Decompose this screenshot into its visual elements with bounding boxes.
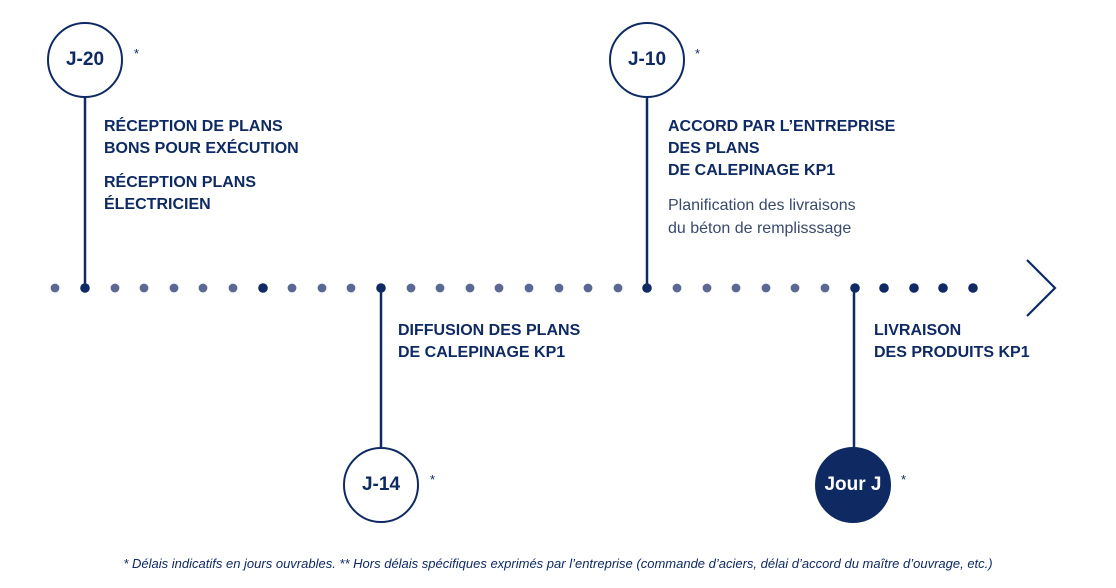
milestone-description-j10: Planification des livraisons du béton de… <box>668 197 856 237</box>
asterisk-j10: * <box>695 46 701 61</box>
milestone-badge-j10: J-10 <box>609 22 685 98</box>
milestone-title-j14: DIFFUSION DES PLANS DE CALEPINAGE KP1 <box>398 322 581 361</box>
timeline-dot <box>494 283 504 293</box>
milestone-title-j20-1: RÉCEPTION DE PLANS BONS POUR EXÉCUTION <box>104 118 299 157</box>
timeline-dot <box>761 283 771 293</box>
timeline-dot <box>376 283 386 293</box>
timeline-dot <box>346 283 356 293</box>
milestone-badge-j20: J-20 <box>47 22 123 98</box>
timeline-dot <box>287 283 297 293</box>
timeline-dot <box>258 283 268 293</box>
timeline-dot <box>406 283 416 293</box>
timeline-dot <box>110 283 120 293</box>
milestone-title-j10: ACCORD PAR L’ENTREPRISE DES PLANS DE CAL… <box>668 118 896 179</box>
timeline-dot <box>198 283 208 293</box>
timeline-dot <box>672 283 682 293</box>
timeline-dot <box>139 283 149 293</box>
timeline-dot <box>317 283 327 293</box>
timeline-dot <box>790 283 800 293</box>
timeline-dot <box>879 283 889 293</box>
timeline-dot <box>642 283 652 293</box>
timeline-dot <box>613 283 623 293</box>
milestone-badge-jour-j: Jour J <box>815 447 891 523</box>
timeline-dot <box>554 283 564 293</box>
chevron-right-icon <box>1026 259 1057 317</box>
timeline-dot <box>820 283 830 293</box>
timeline-dot <box>702 283 712 293</box>
timeline-dot <box>50 283 60 293</box>
asterisk-jour-j: * <box>901 472 907 487</box>
timeline-dot <box>968 283 978 293</box>
timeline-dot <box>583 283 593 293</box>
milestone-title-j20-2: RÉCEPTION PLANS ÉLECTRICIEN <box>104 174 257 213</box>
asterisk-j14: * <box>430 472 436 487</box>
milestone-badge-j14: J-14 <box>343 447 419 523</box>
milestone-title-jour-j: LIVRAISON DES PRODUITS KP1 <box>874 322 1030 361</box>
asterisk-j20: * <box>134 46 140 61</box>
timeline-dot <box>435 283 445 293</box>
timeline-dot <box>909 283 919 293</box>
timeline-dot <box>850 283 860 293</box>
timeline-dot <box>465 283 475 293</box>
timeline-dot <box>228 283 238 293</box>
timeline-dot <box>524 283 534 293</box>
timeline-dot <box>731 283 741 293</box>
footnote: * Délais indicatifs en jours ouvrables. … <box>123 556 993 571</box>
timeline-dot <box>169 283 179 293</box>
timeline-dot <box>80 283 90 293</box>
timeline-dot <box>938 283 948 293</box>
